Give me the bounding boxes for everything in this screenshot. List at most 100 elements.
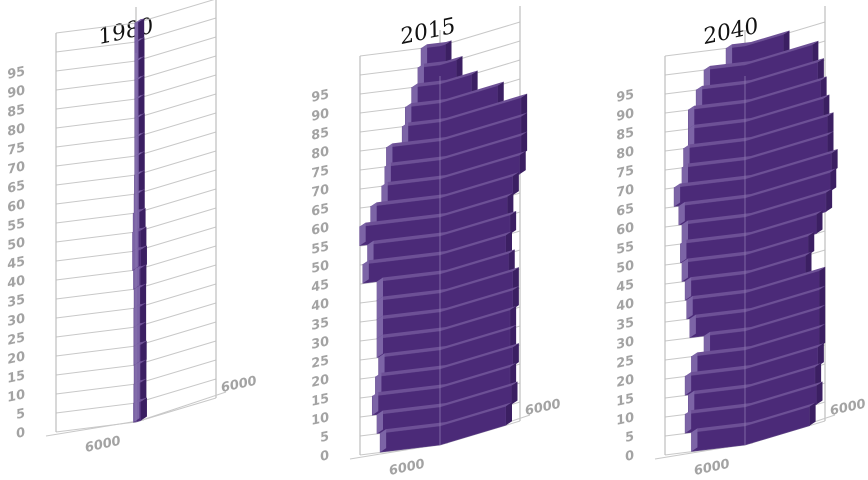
bar-cap bbox=[386, 143, 393, 167]
bar-cap bbox=[685, 372, 692, 396]
bar-cap bbox=[816, 381, 823, 405]
age-tick-label: 40 bbox=[614, 296, 636, 315]
gridline bbox=[135, 93, 217, 119]
bar-top bbox=[377, 267, 519, 301]
age-tick-label: 0 bbox=[624, 448, 636, 465]
age-tick-label: 95 bbox=[310, 87, 331, 105]
bar-cap bbox=[377, 296, 383, 320]
bar-cap bbox=[820, 76, 827, 100]
bar-top bbox=[421, 40, 452, 49]
age-tick-label: 30 bbox=[6, 311, 27, 329]
bar-cap bbox=[682, 258, 688, 282]
age-tick-label: 65 bbox=[310, 201, 331, 219]
bar-top bbox=[685, 381, 823, 415]
age-tick-label: 10 bbox=[615, 410, 636, 428]
pop-tick-left: 6000 bbox=[693, 457, 732, 479]
bar-cap bbox=[359, 222, 366, 246]
bar-top bbox=[367, 210, 517, 245]
gridline bbox=[55, 117, 137, 129]
bar-cap bbox=[511, 381, 518, 405]
bar-cap bbox=[508, 249, 515, 273]
bar-cap bbox=[510, 305, 517, 329]
bar-cap bbox=[819, 323, 826, 347]
gridline bbox=[55, 250, 137, 262]
age-tick-label: 80 bbox=[6, 121, 27, 139]
bar-cap bbox=[506, 231, 512, 255]
age-tick-label: 50 bbox=[310, 258, 331, 276]
gridline bbox=[135, 74, 217, 100]
bar-cap bbox=[512, 286, 519, 310]
bar-cap bbox=[688, 105, 695, 129]
gridline bbox=[55, 269, 137, 281]
age-tick-label: 45 bbox=[309, 277, 331, 296]
bar-top bbox=[362, 231, 512, 265]
age-tick-label: 90 bbox=[310, 106, 331, 124]
bar-top bbox=[688, 94, 830, 129]
bar-cap bbox=[377, 315, 383, 339]
bar-cap bbox=[812, 40, 819, 64]
bar-cap bbox=[402, 122, 409, 146]
age-tick-label: 70 bbox=[310, 182, 331, 200]
gridline bbox=[55, 155, 137, 167]
gridline bbox=[55, 60, 137, 72]
gridline bbox=[55, 288, 137, 300]
bar-top bbox=[685, 343, 824, 377]
age-tick-label: 45 bbox=[5, 254, 27, 273]
age-tick-label: 60 bbox=[6, 197, 27, 215]
pop-tick-right: 6000 bbox=[524, 397, 563, 419]
gridline bbox=[55, 364, 137, 376]
age-tick-label: 10 bbox=[310, 410, 331, 428]
bar-cap bbox=[140, 397, 147, 421]
bar-cap bbox=[805, 251, 812, 275]
bar-cap bbox=[132, 247, 139, 271]
bar-cap bbox=[519, 151, 526, 175]
bar-cap bbox=[377, 334, 383, 358]
gridline bbox=[135, 359, 217, 385]
gridline bbox=[55, 307, 137, 319]
gridline bbox=[55, 231, 137, 243]
bar-cap bbox=[139, 207, 146, 231]
bar-top bbox=[680, 210, 823, 244]
age-tick-label: 85 bbox=[6, 102, 27, 120]
gridline bbox=[55, 383, 137, 395]
gridline bbox=[135, 55, 217, 81]
bar-top bbox=[704, 304, 826, 336]
bar-cap bbox=[521, 131, 528, 155]
bar-cap bbox=[512, 343, 519, 367]
age-tick-label: 75 bbox=[310, 163, 331, 181]
bar-cap bbox=[704, 331, 711, 355]
floor-line bbox=[135, 391, 227, 423]
bar-cap bbox=[133, 342, 140, 366]
age-tick-label: 5 bbox=[624, 429, 636, 446]
age-tick-label: 70 bbox=[615, 182, 636, 200]
age-tick-label: 50 bbox=[615, 258, 636, 276]
bar-cap bbox=[138, 189, 145, 213]
bar-top bbox=[683, 112, 834, 149]
gridline bbox=[135, 112, 217, 138]
age-tick-label: 65 bbox=[615, 201, 636, 219]
age-tick-label: 75 bbox=[6, 140, 27, 158]
bar-cap bbox=[133, 323, 140, 347]
bar-cap bbox=[445, 40, 452, 64]
age-tick-label: 90 bbox=[6, 83, 27, 101]
bar-cap bbox=[497, 81, 504, 105]
bar-top bbox=[688, 362, 822, 395]
bar-cap bbox=[140, 226, 147, 250]
bar-cap bbox=[421, 44, 428, 68]
bar-cap bbox=[140, 378, 147, 402]
bar-top bbox=[377, 381, 518, 415]
bar-cap bbox=[674, 183, 681, 207]
bar-cap bbox=[816, 210, 823, 234]
bar-cap bbox=[471, 70, 478, 94]
age-tick-label: 20 bbox=[310, 372, 331, 390]
bar-top bbox=[691, 323, 826, 357]
bar-cap bbox=[827, 112, 834, 136]
age-tick-label: 25 bbox=[615, 353, 636, 371]
bar-cap bbox=[417, 63, 424, 87]
age-tick-label: 75 bbox=[615, 163, 636, 181]
gridline bbox=[55, 174, 137, 186]
bar-top bbox=[384, 131, 528, 167]
age-tick-label: 0 bbox=[15, 425, 27, 442]
bar-cap bbox=[512, 267, 519, 291]
pyramid-2015: 2015051015202530354045505560657075808590… bbox=[309, 6, 562, 479]
